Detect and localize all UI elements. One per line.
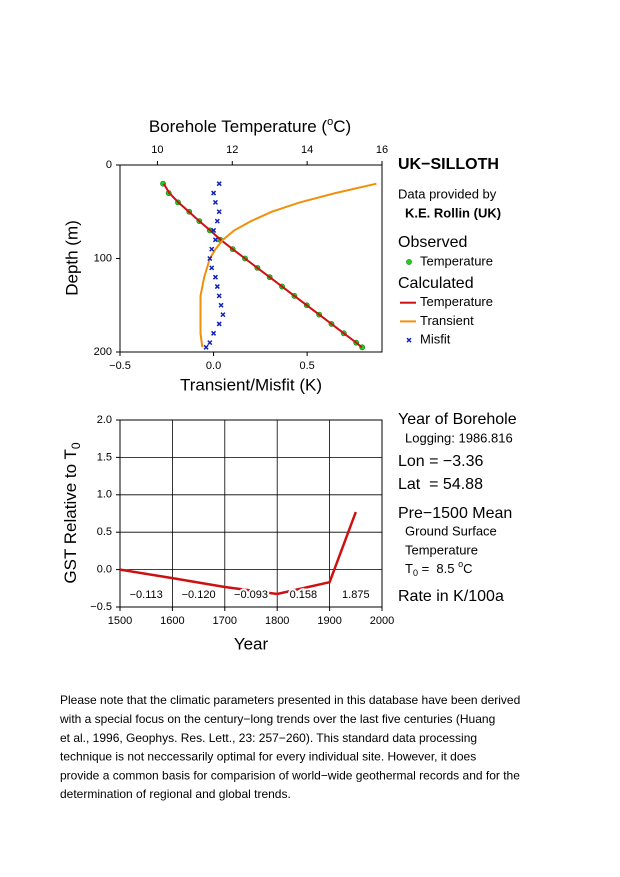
note-line: Please note that the climatic parameters…	[60, 693, 520, 707]
misfit-point	[214, 284, 220, 290]
x-tick-label: −0.5	[109, 360, 131, 372]
series-line	[199, 182, 377, 348]
site-title: UK−SILLOTH	[398, 156, 499, 173]
x-tick-label: 1500	[108, 615, 132, 627]
x2-tick-label: 10	[151, 144, 163, 156]
top-axis-label: Borehole Temperature (oC)	[149, 116, 351, 137]
legend-label: Transient	[420, 313, 474, 328]
gst-line	[119, 511, 357, 596]
label-sup: o	[327, 116, 333, 128]
label-part: Borehole Temperature (	[149, 117, 328, 136]
info-line: T0 = 8.5 oC	[405, 559, 473, 578]
misfit-point	[207, 255, 213, 262]
legend-heading: Observed	[398, 234, 467, 251]
y-axis-label: Depth (m)	[62, 220, 81, 296]
source-line: K.E. Rollin (UK)	[405, 205, 501, 220]
y-axis-label: GST Relative to T0	[61, 442, 83, 583]
note-line: et al., 1996, Geophys. Res. Lett., 23: 2…	[60, 731, 477, 745]
misfit-point	[214, 218, 220, 224]
note-line: technique is not neccessarily optimal fo…	[60, 750, 476, 764]
note-line: with a special focus on the century−long…	[59, 712, 495, 726]
legend-heading: Calculated	[398, 275, 474, 292]
misfit-point	[209, 265, 215, 271]
source-line: Data provided by	[398, 186, 497, 201]
y-tick-label: 0.5	[97, 526, 112, 538]
note-line: provide a common basis for comparision o…	[60, 768, 520, 782]
x-axis-label: Year	[234, 634, 269, 653]
y-tick-label: −0.5	[90, 601, 112, 613]
legend-label: Misfit	[420, 332, 451, 347]
rate-label: −0.120	[182, 589, 216, 601]
x-tick-label: 1600	[160, 615, 184, 627]
x2-tick-label: 16	[376, 144, 388, 156]
y-tick-label: 2.0	[97, 414, 112, 426]
label-part: C)	[333, 117, 351, 136]
label-sub: 0	[69, 442, 83, 449]
x-tick-label: 0.5	[299, 360, 314, 372]
rate-label: −0.113	[130, 589, 163, 601]
info-line: Temperature	[405, 542, 478, 557]
info-heading: Year of Borehole	[398, 411, 517, 428]
note-line: determination of regional and global tre…	[60, 787, 291, 801]
legend-swatch	[406, 259, 412, 265]
misfit-point	[209, 246, 215, 252]
info-heading: Rate in K/100a	[398, 588, 504, 605]
legend-swatch	[406, 337, 412, 343]
misfit-point	[212, 237, 218, 243]
t0-part: C	[463, 561, 472, 576]
rate-label: 0.158	[290, 589, 318, 601]
misfit-point	[216, 181, 222, 187]
plot-frame	[119, 419, 383, 608]
x-tick-label: 0.0	[206, 360, 221, 372]
x-axis-label: Transient/Misfit (K)	[180, 375, 322, 394]
plot-frame	[119, 164, 383, 353]
info-line: Lon = −3.36	[398, 453, 484, 470]
misfit-point	[203, 344, 209, 350]
t0-sup: o	[458, 559, 463, 569]
misfit-point	[212, 199, 218, 205]
t0-part: T	[405, 561, 413, 576]
y-tick-label: 0.0	[97, 564, 112, 576]
info-heading: Pre−1500 Mean	[398, 505, 512, 522]
misfit-point	[220, 312, 226, 318]
misfit-point	[207, 340, 213, 346]
misfit-point	[216, 293, 222, 299]
legend-label: Temperature	[420, 294, 493, 309]
x-tick-label: 1900	[317, 615, 341, 627]
rate-label: −0.093	[234, 589, 268, 601]
info-line: Logging: 1986.816	[405, 430, 513, 445]
y-tick-label: 100	[94, 252, 112, 264]
t0-sub: 0	[413, 568, 418, 578]
x-tick-label: 1700	[213, 615, 237, 627]
misfit-point	[218, 302, 224, 308]
rate-label: 1.875	[342, 589, 370, 601]
label-part: GST Relative to T	[61, 449, 80, 583]
y-tick-label: 0	[106, 159, 112, 171]
misfit-point	[211, 227, 217, 233]
misfit-point	[211, 190, 217, 196]
y-tick-label: 1.5	[97, 451, 112, 463]
x-tick-label: 1800	[265, 615, 289, 627]
misfit-point	[212, 274, 218, 280]
x2-tick-label: 12	[226, 144, 238, 156]
misfit-point	[216, 209, 222, 215]
info-line: Lat = 54.88	[398, 476, 483, 493]
x-tick-label: 2000	[370, 615, 394, 627]
t0-part: = 8.5	[418, 561, 458, 576]
legend-label: Temperature	[420, 253, 493, 268]
y-tick-label: 1.0	[97, 489, 112, 501]
x2-tick-label: 14	[301, 144, 313, 156]
info-line: Ground Surface	[405, 523, 497, 538]
misfit-point	[211, 330, 217, 336]
y-tick-label: 200	[94, 346, 112, 358]
series-line	[162, 183, 363, 349]
misfit-point	[216, 321, 222, 327]
